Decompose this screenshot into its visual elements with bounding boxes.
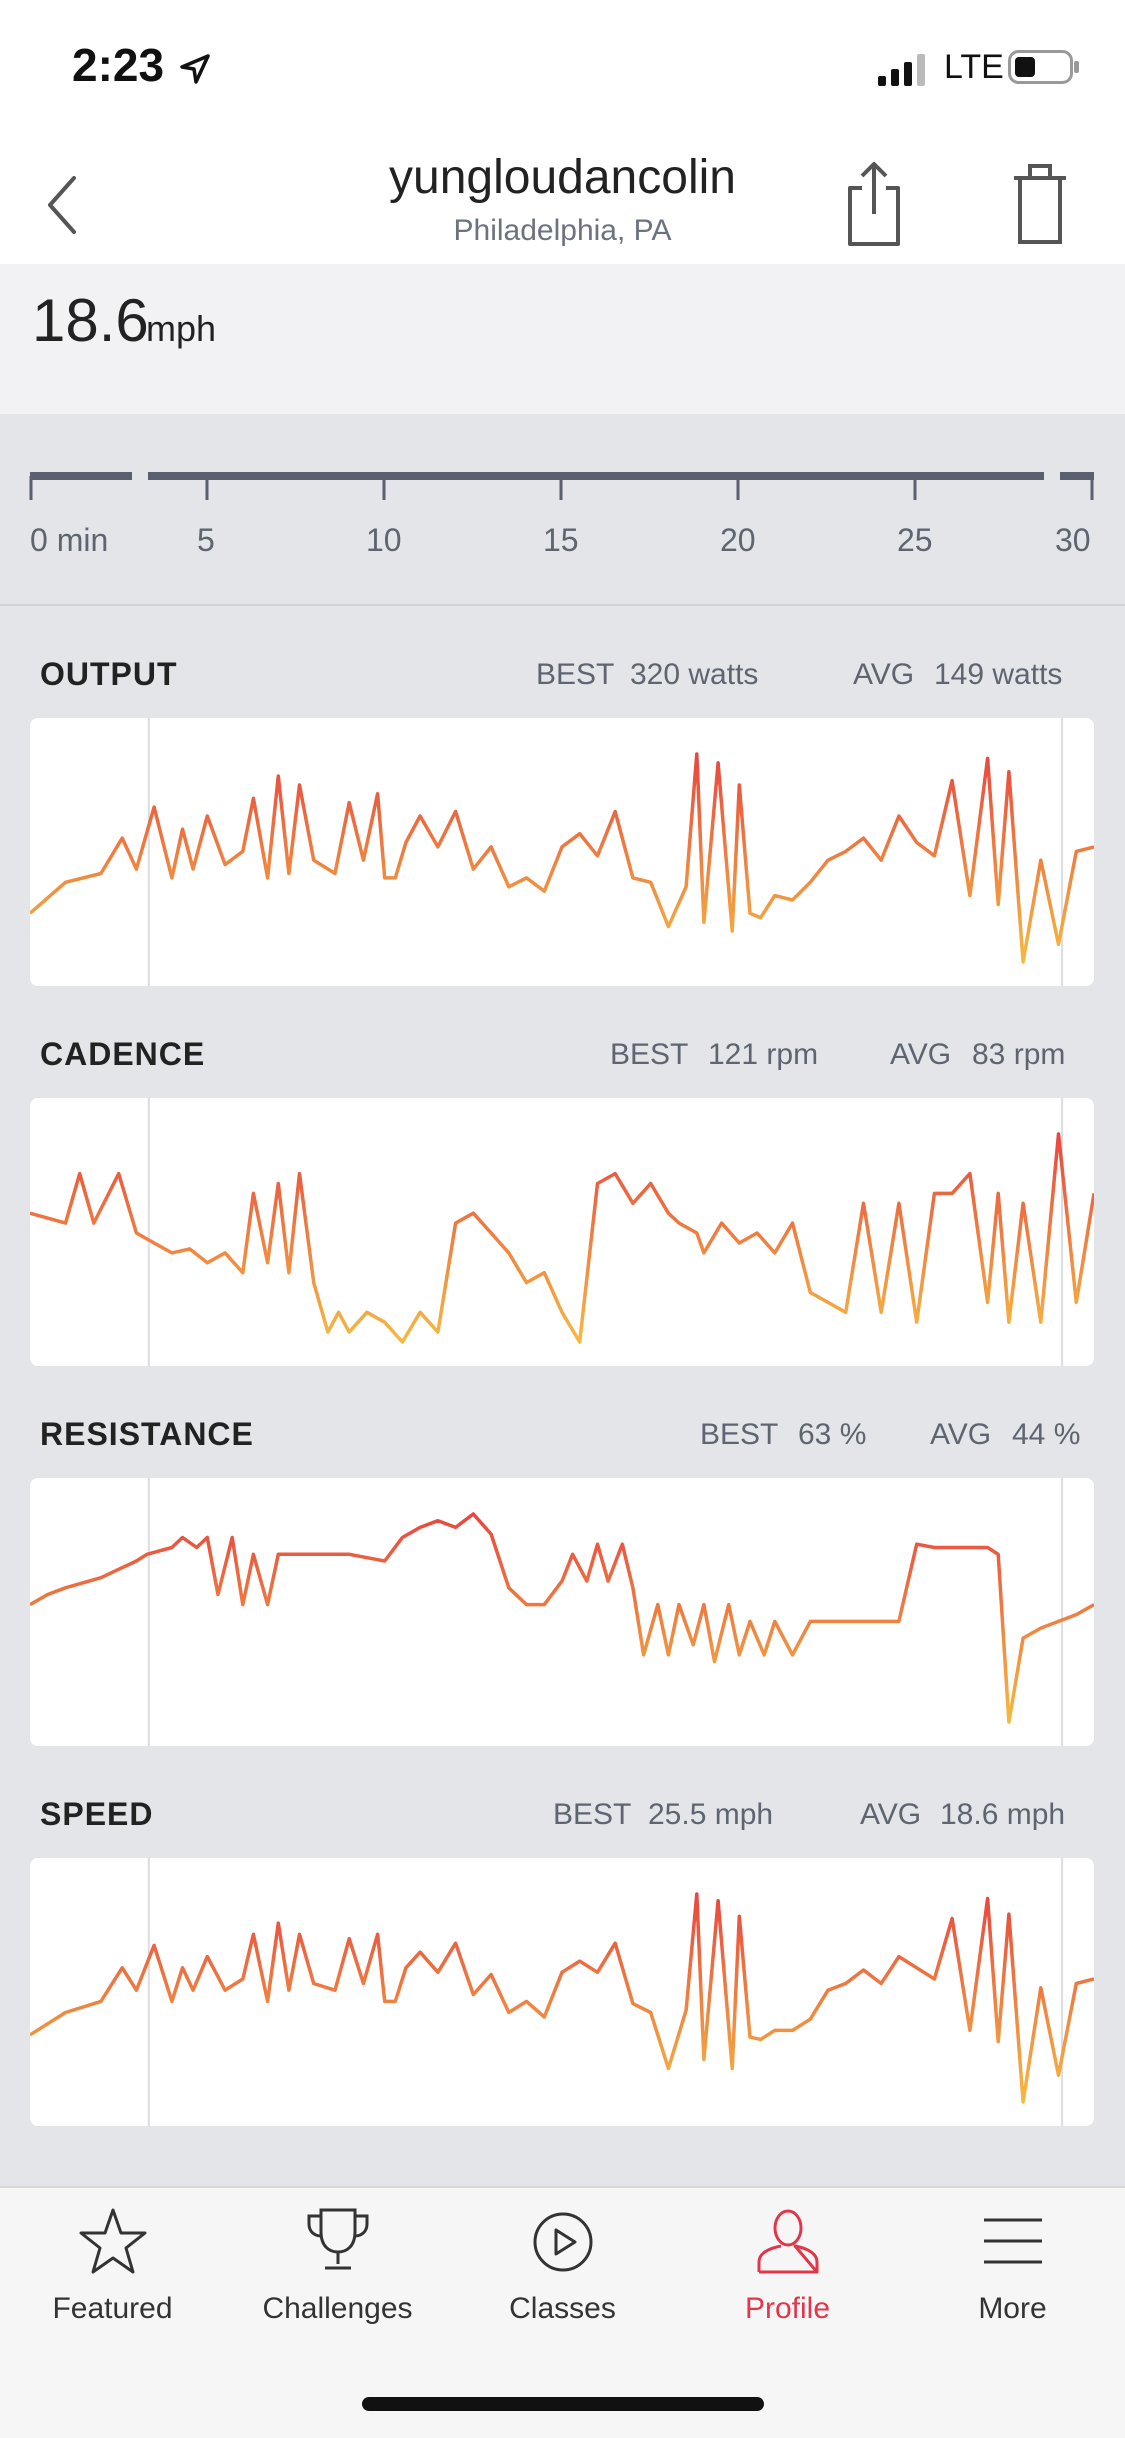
cadence-best-label: BEST (610, 1038, 689, 1071)
timeline-tick-label: 20 (720, 522, 756, 558)
series-line (30, 752, 1094, 964)
timeline-segment (148, 472, 1044, 480)
output-title: OUTPUT (40, 656, 178, 692)
tab-challenges[interactable]: Challenges (225, 2188, 450, 2348)
cadence-title: CADENCE (40, 1036, 206, 1072)
output-avg-label: AVG (853, 658, 915, 691)
series-line (30, 1132, 1094, 1344)
resistance-title: RESISTANCE (40, 1416, 254, 1452)
timeline-tick-label: 30 (1055, 522, 1091, 558)
play-circle-icon (533, 2212, 593, 2272)
menu-icon (984, 2218, 1042, 2264)
resistance-best-value: 63 % (798, 1418, 867, 1451)
timeline-tick-label: 15 (543, 522, 579, 558)
output-chart-svg (30, 718, 1094, 986)
cadence-chart-svg (30, 1098, 1094, 1366)
speed-avg-label: AVG (860, 1798, 922, 1831)
location-arrow-icon (180, 54, 210, 84)
cadence-avg-value: 83 rpm (972, 1038, 1066, 1071)
output-avg-value: 149 watts (934, 658, 1063, 691)
timeline-tick-label: 0 min (30, 522, 109, 558)
series-line (30, 1512, 1094, 1724)
tab-featured[interactable]: Featured (0, 2188, 225, 2348)
cellular-signal-icon (878, 54, 925, 86)
page-title: yungloudancolin (389, 151, 736, 204)
tab-label: Profile (744, 2292, 831, 2325)
output-best-label: BEST (536, 658, 615, 691)
tab-classes[interactable]: Classes (450, 2188, 675, 2348)
speed-best-value: 25.5 mph (648, 1798, 774, 1831)
timeline-tick-label: 5 (197, 522, 215, 558)
cadence-chart[interactable] (30, 1098, 1094, 1366)
resistance-chart[interactable] (30, 1478, 1094, 1746)
summary-unit: mph (146, 308, 217, 349)
page-subtitle: Philadelphia, PA (453, 214, 672, 247)
resistance-avg-label: AVG (930, 1418, 992, 1451)
timeline-tick-label: 10 (366, 522, 402, 558)
battery-icon (1008, 50, 1079, 84)
speed-avg-value: 18.6 mph (940, 1798, 1066, 1831)
tab-profile[interactable]: Profile (675, 2188, 900, 2348)
tab-bar: Featured Challenges Classes Profile (0, 2186, 1125, 2438)
header: yungloudancolin Philadelphia, PA (0, 140, 1125, 264)
status-bar: 2:23 LTE (0, 0, 1125, 140)
summary-value: 18.6 (32, 287, 149, 354)
tab-label: Featured (52, 2292, 173, 2325)
back-button[interactable] (38, 170, 88, 240)
series-line (30, 1892, 1094, 2104)
speed-chart-svg (30, 1858, 1094, 2126)
speed-best-label: BEST (553, 1798, 632, 1831)
speed-title: SPEED (40, 1796, 154, 1832)
tab-more[interactable]: More (900, 2188, 1125, 2348)
output-chart[interactable] (30, 718, 1094, 986)
workout-timeline[interactable]: 0 min 5 10 15 20 25 30 (0, 414, 1125, 604)
selected-summary: 18.6 mph (0, 264, 1125, 414)
output-best-value: 320 watts (630, 658, 759, 691)
tab-label: More (978, 2292, 1047, 2325)
resistance-avg-value: 44 % (1012, 1418, 1081, 1451)
resistance-chart-svg (30, 1478, 1094, 1746)
status-time: 2:23 (72, 39, 165, 91)
star-icon (79, 2208, 147, 2274)
delete-button[interactable] (1012, 158, 1068, 248)
timeline-tick-label: 25 (897, 522, 933, 558)
network-type: LTE (944, 48, 1004, 86)
timeline-axis (29, 472, 1094, 500)
trophy-icon (307, 2208, 369, 2270)
home-indicator (362, 2397, 764, 2411)
timeline-segment (30, 472, 132, 480)
cadence-best-value: 121 rpm (708, 1038, 819, 1071)
cadence-avg-label: AVG (890, 1038, 952, 1071)
person-icon (757, 2209, 819, 2274)
resistance-best-label: BEST (700, 1418, 779, 1451)
share-button[interactable] (842, 158, 906, 250)
tab-label: Classes (509, 2292, 616, 2325)
divider (0, 604, 1125, 606)
tab-label: Challenges (262, 2292, 413, 2325)
speed-chart[interactable] (30, 1858, 1094, 2126)
timeline-segment (1060, 472, 1094, 480)
